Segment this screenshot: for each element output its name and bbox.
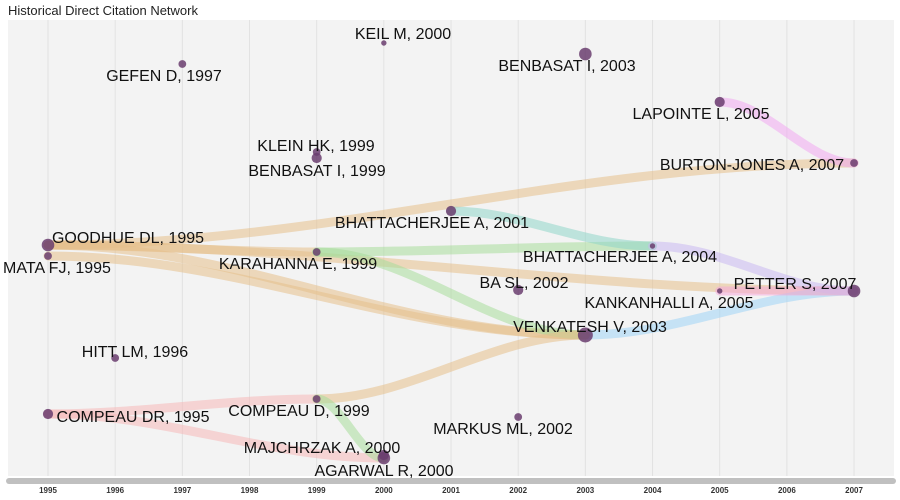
citation-edge	[312, 394, 389, 463]
node-label-kankanhalli2005: KANKANHALLI A, 2005	[585, 295, 754, 312]
citation-edge	[43, 251, 590, 340]
x-tick-label: 2000	[375, 486, 393, 495]
node-bhatt2004[interactable]	[649, 243, 656, 249]
x-tick-label: 2003	[576, 486, 594, 495]
node-label-keil2000: KEIL M, 2000	[355, 26, 451, 43]
x-tick-label: 2005	[711, 486, 729, 495]
node-karahanna1999[interactable]	[312, 248, 321, 256]
node-compeaud1999[interactable]	[312, 395, 321, 403]
citation-edge	[312, 241, 658, 257]
node-label-venkatesh2003: VENKATESH V, 2003	[513, 319, 667, 336]
node-label-goodhue1995: GOODHUE DL, 1995	[52, 230, 204, 247]
x-tick-label: 1995	[39, 486, 57, 495]
node-agarwal2000[interactable]	[377, 451, 391, 465]
node-label-majchrzak2000: MAJCHRZAK A, 2000	[244, 440, 401, 457]
node-label-petter2007: PETTER S, 2007	[734, 276, 857, 293]
node-label-bhatt2001: BHATTACHERJEE A, 2001	[335, 215, 529, 232]
x-tick-label: 2004	[644, 486, 662, 495]
node-compeaudr1995[interactable]	[42, 408, 54, 420]
citation-edge	[43, 240, 322, 257]
node-label-bhatt2004: BHATTACHERJEE A, 2004	[523, 249, 717, 266]
x-tick-label: 1998	[241, 486, 259, 495]
citation-edge	[446, 206, 658, 251]
node-label-compeaud1999: COMPEAU D, 1999	[228, 403, 369, 420]
citation-edge	[312, 330, 590, 404]
node-gefen1997[interactable]	[178, 60, 187, 68]
node-label-markus2002: MARKUS ML, 2002	[433, 421, 573, 438]
node-bhatt2001[interactable]	[445, 205, 457, 217]
node-benbasat1999[interactable]	[311, 152, 322, 164]
node-burtonjones2007[interactable]	[850, 159, 858, 167]
citation-edge	[43, 158, 859, 250]
x-tick-label: 2001	[442, 486, 460, 495]
citation-edge	[715, 97, 859, 168]
node-label-burtonjones2007: BURTON-JONES A, 2007	[660, 157, 844, 174]
node-venkatesh2003[interactable]	[577, 327, 593, 343]
node-petter2007[interactable]	[847, 284, 861, 298]
node-label-klein1999: KLEIN HK, 1999	[257, 138, 375, 155]
citation-edge	[312, 247, 590, 340]
node-markus2002[interactable]	[514, 413, 523, 421]
x-tick-label: 2007	[845, 486, 863, 495]
x-tick-label: 2006	[778, 486, 796, 495]
x-axis-bar	[6, 478, 896, 484]
chart-title: Historical Direct Citation Network	[8, 3, 198, 18]
citation-edge	[43, 394, 322, 419]
node-label-compeaudr1995: COMPEAU DR, 1995	[57, 409, 210, 426]
node-label-mata1995: MATA FJ, 1995	[3, 260, 111, 277]
x-tick-label: 1996	[106, 486, 124, 495]
node-benbasat2003[interactable]	[579, 47, 592, 61]
node-label-benbasat2003: BENBASAT I, 2003	[498, 58, 635, 75]
node-mata1995[interactable]	[44, 252, 52, 260]
x-tick-label: 1997	[173, 486, 191, 495]
node-label-basl2002: BA SL, 2002	[480, 275, 569, 292]
node-label-lapointe2005: LAPOINTE L, 2005	[633, 106, 770, 123]
node-label-karahanna1999: KARAHANNA E, 1999	[219, 256, 377, 273]
node-hitt1996[interactable]	[111, 354, 120, 362]
node-label-gefen1997: GEFEN D, 1997	[106, 68, 222, 85]
node-kankanhalli2005[interactable]	[717, 288, 723, 294]
x-tick-label: 1999	[308, 486, 326, 495]
node-label-agarwal2000: AGARWAL R, 2000	[314, 463, 453, 480]
node-basl2002[interactable]	[513, 284, 524, 296]
node-keil2000[interactable]	[381, 40, 387, 46]
node-label-benbasat1999: BENBASAT I, 1999	[248, 163, 385, 180]
node-label-hitt1996: HITT LM, 1996	[82, 344, 189, 361]
x-tick-label: 2002	[509, 486, 527, 495]
node-lapointe2005[interactable]	[714, 96, 725, 108]
node-goodhue1995[interactable]	[41, 238, 55, 252]
